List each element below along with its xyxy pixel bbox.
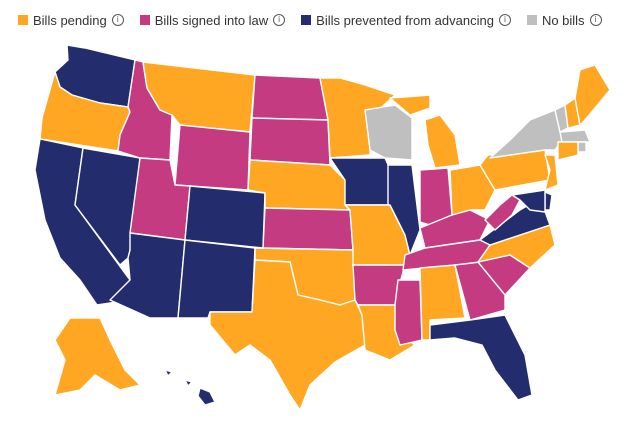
legend-label-none: No bills [541,12,585,28]
legend-label-signed: Bills signed into law [154,12,269,28]
state-de[interactable] [544,191,553,211]
info-icon[interactable]: i [273,14,286,26]
state-nm[interactable] [177,239,256,319]
state-ms[interactable] [394,279,423,346]
legend-item-prevented[interactable]: Bills prevented from advancing i [301,13,511,28]
us-states-map [34,44,611,411]
legend-label-prevented: Bills prevented from advancing [316,12,494,28]
state-ks[interactable] [262,207,354,251]
info-icon[interactable]: i [589,14,602,26]
state-nj[interactable] [544,154,559,191]
state-ak[interactable] [54,317,141,396]
legend-swatch-signed [139,15,150,25]
legend: Bills pending i Bills signed into law i … [18,8,602,32]
state-ma[interactable] [559,129,591,143]
legend-item-signed[interactable]: Bills signed into law i [139,12,286,28]
state-il[interactable] [387,164,421,256]
state-tx[interactable] [209,259,366,411]
state-wi[interactable] [364,104,413,161]
state-nd[interactable] [251,74,329,121]
state-ny[interactable] [489,109,563,159]
state-fl[interactable] [429,314,533,401]
info-icon[interactable]: i [111,14,124,26]
legend-item-pending[interactable]: Bills pending i [18,13,124,28]
state-me[interactable] [574,64,611,126]
state-md[interactable] [511,189,546,213]
state-wy[interactable] [174,124,251,191]
legend-swatch-prevented [301,15,312,25]
state-mi[interactable] [389,94,461,169]
legend-swatch-none [526,15,537,25]
info-icon[interactable]: i [498,14,511,26]
legend-label-pending: Bills pending [33,12,107,28]
state-co[interactable] [184,185,266,249]
legend-item-none[interactable]: No bills i [526,12,602,28]
state-ri[interactable] [577,141,587,153]
legend-swatch-pending [18,15,28,25]
state-ct[interactable] [557,141,579,161]
state-hi[interactable] [164,369,216,406]
state-pa[interactable] [479,149,551,191]
state-sd[interactable] [249,117,331,166]
